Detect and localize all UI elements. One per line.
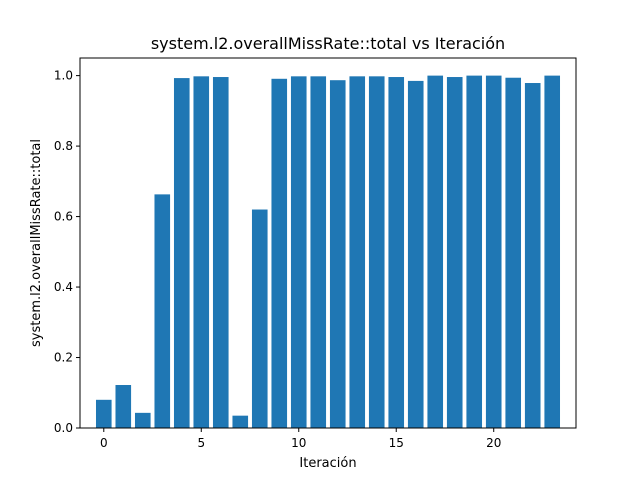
bar-0 xyxy=(95,399,112,428)
bar-18 xyxy=(446,77,463,429)
y-tick-label: 0.4 xyxy=(54,280,73,294)
y-tick-label: 0.6 xyxy=(54,210,73,224)
bar-1 xyxy=(115,385,132,428)
x-tick-label: 5 xyxy=(197,436,205,450)
y-axis-ticks: 0.0 0.2 0.4 0.6 0.8 1.0 xyxy=(54,69,80,435)
bar-9 xyxy=(271,78,288,429)
bar-22 xyxy=(524,83,541,429)
y-tick-label: 1.0 xyxy=(54,69,73,83)
x-tick-label: 20 xyxy=(486,436,501,450)
y-tick-label: 0.8 xyxy=(54,139,73,153)
bar-8 xyxy=(251,209,268,428)
bar-16 xyxy=(407,80,424,429)
bar-10 xyxy=(290,76,307,429)
x-tick-label: 15 xyxy=(389,436,404,450)
bars-group xyxy=(95,75,561,429)
bar-20 xyxy=(485,75,502,428)
x-tick-label: 0 xyxy=(100,436,108,450)
bar-5 xyxy=(193,76,210,429)
bar-6 xyxy=(212,77,229,429)
bar-2 xyxy=(134,412,151,428)
bar-14 xyxy=(368,76,385,429)
plot-frame xyxy=(79,57,577,429)
bar-19 xyxy=(466,75,483,428)
bar-4 xyxy=(173,78,190,428)
y-axis-label: system.l2.overallMissRate::total xyxy=(29,139,44,347)
bar-21 xyxy=(505,77,522,428)
bar-13 xyxy=(349,76,366,429)
bar-3 xyxy=(154,194,171,428)
y-tick-label: 0.2 xyxy=(54,351,73,365)
x-tick-label: 10 xyxy=(291,436,306,450)
chart-title: system.l2.overallMissRate::total vs Iter… xyxy=(151,34,505,53)
bar-15 xyxy=(388,77,405,429)
bar-12 xyxy=(329,80,346,428)
y-tick-label: 0.0 xyxy=(54,421,73,435)
bar-23 xyxy=(544,75,561,428)
bar-7 xyxy=(232,415,249,428)
bar-11 xyxy=(310,76,327,429)
x-axis-ticks: 0 5 10 15 20 xyxy=(100,428,501,450)
x-axis-label: Iteración xyxy=(299,456,356,471)
bar-17 xyxy=(427,75,444,428)
